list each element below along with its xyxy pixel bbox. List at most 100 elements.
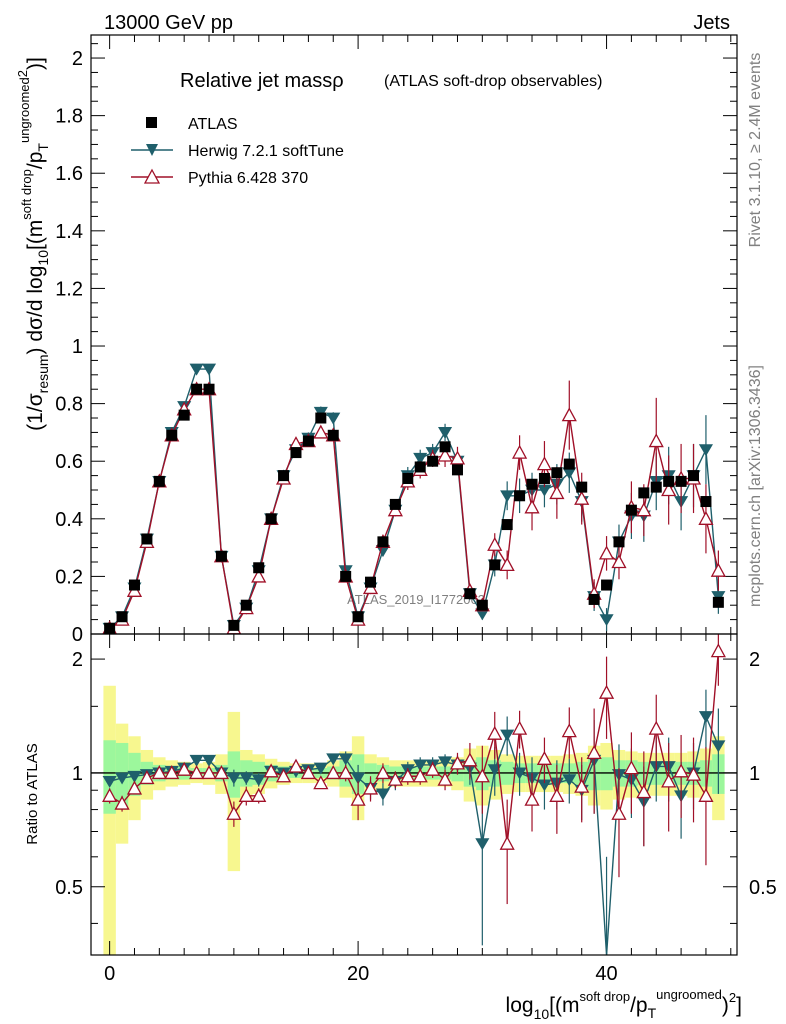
atlas-point	[240, 599, 252, 611]
ratio-herwig-point	[500, 729, 515, 742]
main-ytick-label: 1	[72, 336, 83, 358]
herwig-point	[413, 452, 428, 465]
ratio-pythia-line	[109, 651, 720, 844]
ratio-axis-ticks: 0.5 0.51 12 20 20 40	[55, 634, 777, 985]
ratio-herwig-point	[351, 772, 366, 785]
chart-title: Relative jet massρ	[180, 70, 344, 92]
atlas-point	[526, 478, 538, 490]
atlas-point	[166, 429, 178, 441]
ratio-pythia-point	[201, 765, 217, 780]
ratio-pythia-point	[549, 787, 565, 802]
atlas-point	[191, 383, 203, 395]
ratio-pythia-point	[561, 723, 577, 738]
ratio-pythia-point	[412, 768, 428, 783]
pythia-point	[512, 444, 528, 459]
atlas-point	[414, 461, 426, 473]
ratio-pythia-point	[623, 760, 639, 775]
xtick-label: 40	[595, 963, 617, 985]
ratio-pythia-point	[325, 765, 341, 780]
atlas-point	[675, 475, 687, 487]
ratio-pythia-point	[126, 780, 143, 795]
legend-herwig-marker	[146, 144, 158, 156]
legend: ATLAS Herwig 7.2.1 softTune Pythia 6.428…	[131, 116, 344, 187]
main-ytick-label: 0.8	[55, 394, 83, 416]
ratio-pythia-point	[661, 773, 677, 788]
mcplots-label: mcplots.cern.ch [arXiv:1306.3436]	[747, 365, 764, 607]
chart-subtitle: (ATLAS soft-drop observables)	[384, 73, 602, 90]
herwig-point	[326, 412, 341, 425]
atlas-point	[402, 472, 414, 484]
atlas-point	[278, 470, 290, 482]
ratio-herwig-point	[375, 788, 390, 801]
pythia-point	[524, 499, 540, 514]
ratio-pythia-point	[288, 758, 304, 773]
ratio-pythia-point	[598, 684, 615, 699]
energy-label: 13000 GeV pp	[104, 12, 233, 34]
atlas-point	[476, 599, 488, 611]
atlas-point	[663, 475, 675, 487]
ratio-pythia-point	[673, 763, 689, 778]
main-ytick-label: 2	[72, 48, 83, 70]
ratio-pythia-point	[313, 775, 329, 790]
main-panel: ATLAS_2019_I1772062 0 0.2 0.4 0.6 0.8 1 1.2 1.4…	[15, 34, 738, 646]
atlas-point	[302, 435, 314, 447]
atlas-point	[489, 559, 501, 571]
main-ylabel: (1/σresum) dσ/d log10[(msoft drop/pTungr…	[15, 57, 51, 431]
ratio-pythia-point	[275, 768, 292, 783]
main-ytick-label: 1.2	[55, 278, 83, 300]
ratio-pythia-point	[114, 795, 130, 810]
ratio-band-total	[103, 685, 116, 955]
atlas-point	[128, 579, 140, 591]
pythia-point	[648, 433, 664, 448]
ratio-pythia-point	[400, 768, 416, 783]
ratio-pythia-point	[512, 720, 528, 735]
atlas-point	[315, 412, 327, 424]
ratio-pythia-point	[586, 744, 602, 760]
ratio-ytick-label-right: 0.5	[749, 877, 777, 899]
atlas-point	[464, 588, 476, 600]
herwig-point	[698, 444, 713, 457]
atlas-point	[340, 570, 352, 582]
pythia-point	[536, 456, 553, 471]
pythia-point	[487, 536, 503, 551]
ratio-ytick-label-right: 1	[749, 763, 760, 785]
atlas-point	[650, 481, 662, 493]
atlas-point	[601, 579, 613, 591]
herwig-line	[109, 368, 720, 629]
ratio-herwig-point	[251, 774, 266, 787]
main-ytick-label: 0	[72, 624, 83, 646]
ratio-pythia-point	[139, 770, 155, 785]
x-axis-label: log10[(msoft drop/pTungroomed)2]	[506, 987, 742, 1022]
ratio-pythia-point	[636, 784, 652, 799]
atlas-point	[451, 464, 463, 476]
atlas-point	[228, 619, 240, 631]
atlas-point	[178, 409, 190, 421]
ratio-pythia-point	[698, 787, 714, 802]
ratio-herwig-point	[475, 838, 490, 851]
atlas-point	[439, 441, 451, 453]
ratio-pythia-point	[350, 791, 366, 806]
atlas-point	[538, 472, 550, 484]
ratio-band-stat	[600, 757, 613, 791]
ratio-pythia-point	[338, 765, 354, 780]
atlas-point	[625, 504, 637, 516]
main-axis-ticks: 0 0.2 0.4 0.6 0.8 1 1.2 1.4 1.6 1.8 2	[55, 35, 737, 646]
ratio-ytick-label-right: 2	[749, 649, 760, 671]
ratio-pythia-point	[102, 787, 118, 802]
main-ytick-label: 1.8	[55, 106, 83, 128]
main-ytick-label: 1.6	[55, 163, 83, 185]
atlas-point	[588, 593, 600, 605]
ratio-pythia-point	[164, 765, 180, 780]
main-ytick-label: 0.2	[55, 566, 83, 588]
atlas-point	[253, 562, 265, 574]
ratio-pythia-point	[151, 765, 167, 780]
ratio-pythia-point	[449, 755, 466, 770]
ratio-herwig-point	[102, 775, 117, 788]
ratio-pythia-point	[462, 752, 478, 767]
ratio-ytick-label: 1	[72, 763, 83, 785]
ratio-pythia-point	[710, 643, 726, 658]
xtick-label: 20	[347, 963, 369, 985]
herwig-point	[599, 614, 614, 627]
atlas-point	[116, 611, 128, 623]
